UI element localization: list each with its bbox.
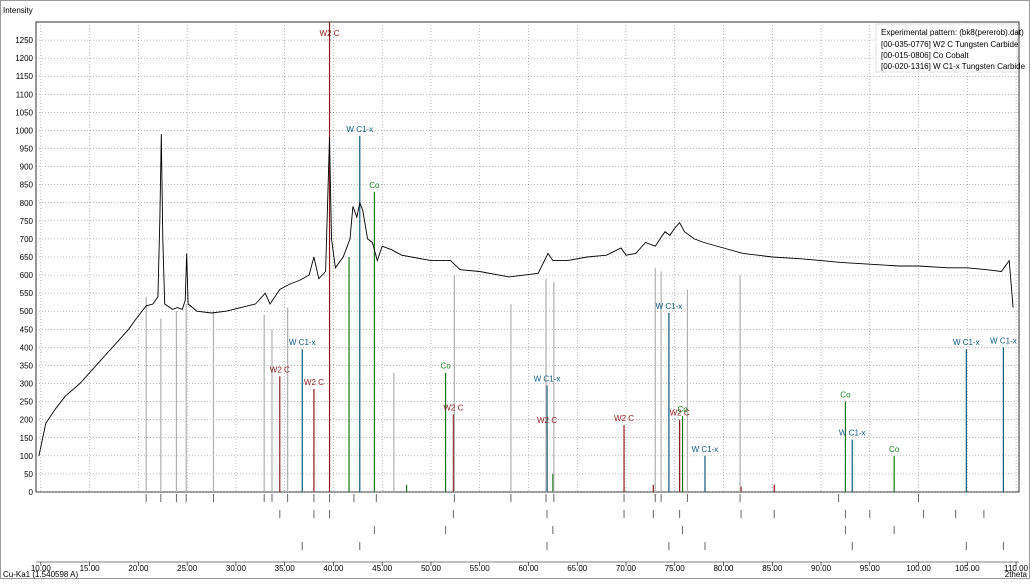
y-tick-label: 950 xyxy=(20,145,34,154)
y-tick-label: 850 xyxy=(20,181,34,190)
x-tick-label: 25.00 xyxy=(177,564,198,573)
y-tick-label: 50 xyxy=(24,470,33,479)
legend-item-w2c: [00-035-0776] W2 C Tungsten Carbide xyxy=(881,40,1019,49)
y-tick-label: 200 xyxy=(20,416,34,425)
phase-annotation: W C1-x xyxy=(692,445,719,454)
y-tick-label: 1000 xyxy=(15,126,33,135)
phase-annotation: Co xyxy=(369,181,380,190)
phase-annotation: W2 C xyxy=(614,414,634,423)
x-tick-label: 85.00 xyxy=(762,564,783,573)
x-axis-label: 2theta xyxy=(1005,570,1028,579)
x-tick-label: 20.00 xyxy=(128,564,149,573)
x-tick-label: 80.00 xyxy=(713,564,734,573)
x-tick-label: 75.00 xyxy=(665,564,686,573)
y-tick-label: 600 xyxy=(20,271,34,280)
y-tick-label: 250 xyxy=(20,398,34,407)
phase-annotation: W2 C xyxy=(443,403,463,412)
phase-annotation: Co xyxy=(677,405,688,414)
x-tick-label: 95.00 xyxy=(860,564,881,573)
x-tick-label: 70.00 xyxy=(616,564,637,573)
phase-annotation: W2 C xyxy=(304,378,324,387)
y-tick-label: 150 xyxy=(20,434,34,443)
phase-annotation: W2 C xyxy=(537,416,557,425)
x-tick-label: 40.00 xyxy=(323,564,344,573)
legend: Experimental pattern: (bk8(pererob).dat)… xyxy=(876,24,1026,72)
y-tick-label: 550 xyxy=(20,289,34,298)
y-tick-label: 450 xyxy=(20,325,34,334)
x-tick-label: 15.00 xyxy=(80,564,101,573)
phase-annotation: W2 C xyxy=(270,365,290,374)
y-tick-label: 1050 xyxy=(15,108,33,117)
x-tick-label: 45.00 xyxy=(372,564,393,573)
phase-annotation: W C1-x xyxy=(839,429,866,438)
phase-annotation: Co xyxy=(889,445,900,454)
x-tick-label: 100.00 xyxy=(906,564,931,573)
y-tick-label: 350 xyxy=(20,361,34,370)
x-tick-label: 65.00 xyxy=(567,564,588,573)
phase-annotation: Co xyxy=(440,362,451,371)
y-tick-label: 1200 xyxy=(15,54,33,63)
phase-annotation: W C1-x xyxy=(656,302,683,311)
legend-item-experimental: Experimental pattern: (bk8(pererob).dat) xyxy=(881,28,1024,37)
x-axis-ticks: 10.00 15.00 20.00 25.00 30.00 35.00 40.00 45.00… xyxy=(31,562,1029,573)
y-tick-label: 750 xyxy=(20,217,34,226)
x-tick-label: 90.00 xyxy=(811,564,832,573)
x-tick-label: 105.00 xyxy=(955,564,980,573)
phase-annotation: W C1-x xyxy=(346,125,373,134)
legend-item-cobalt: [00-015-0806] Co Cobalt xyxy=(881,51,969,60)
x-tick-label: 60.00 xyxy=(518,564,539,573)
x-tick-label: 50.00 xyxy=(421,564,442,573)
phase-annotation: Co xyxy=(840,391,851,400)
y-tick-label: 1100 xyxy=(16,90,34,99)
y-tick-label: 500 xyxy=(20,307,34,316)
x-tick-label: 35.00 xyxy=(275,564,296,573)
y-tick-label: 100 xyxy=(20,452,34,461)
phase-annotation: W C1-x xyxy=(953,338,980,347)
y-tick-label: 300 xyxy=(20,380,34,389)
phase-annotation: W C1-x xyxy=(289,338,316,347)
phase-annotation: W C1-x xyxy=(534,374,561,383)
x-tick-label: 55.00 xyxy=(470,564,491,573)
y-axis-label: Intensity xyxy=(3,6,33,15)
phase-annotation: W2 C xyxy=(320,29,340,38)
x-tick-label: 30.00 xyxy=(226,564,247,573)
y-tick-label: 0 xyxy=(29,488,34,497)
y-tick-label: 900 xyxy=(20,163,34,172)
y-tick-label: 700 xyxy=(20,235,34,244)
legend-item-wc1x: [00-020-1316] W C1-x Tungsten Carbide xyxy=(881,62,1026,71)
wavelength-label: Cu-Ka1 (1.540598 A) xyxy=(3,570,78,579)
y-tick-label: 800 xyxy=(20,199,34,208)
phase-annotation: W C1-x xyxy=(990,336,1017,345)
y-tick-label: 1250 xyxy=(15,36,33,45)
y-tick-label: 1150 xyxy=(16,72,34,81)
y-tick-label: 650 xyxy=(20,253,34,262)
y-tick-label: 400 xyxy=(20,343,34,352)
